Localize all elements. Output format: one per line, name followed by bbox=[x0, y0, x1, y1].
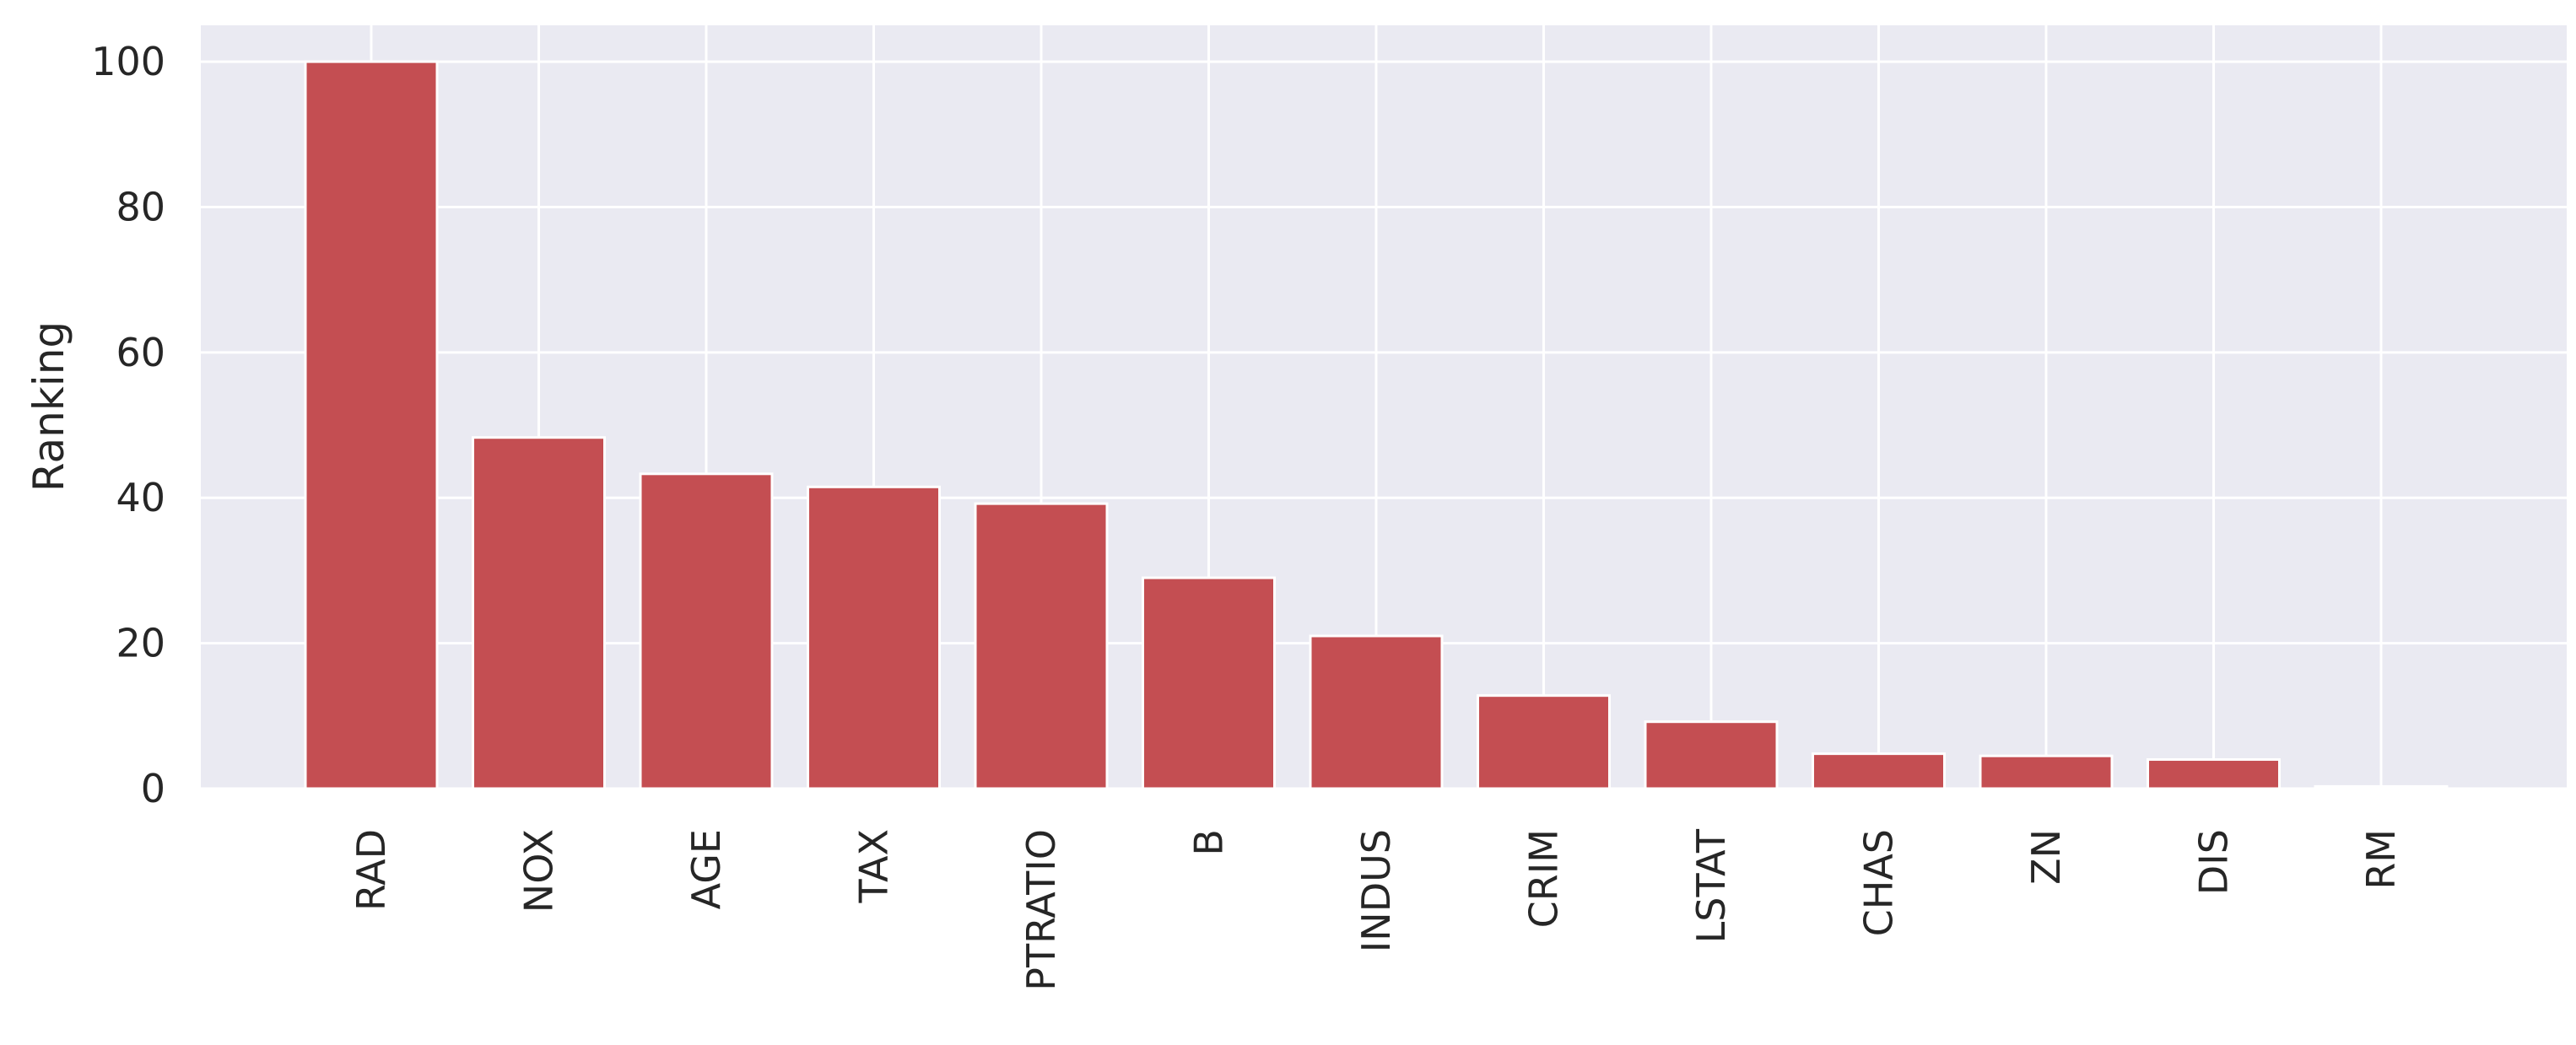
y-tick-label: 20 bbox=[116, 621, 165, 666]
bar-tax bbox=[807, 485, 941, 790]
bar-rm bbox=[2314, 784, 2449, 790]
y-axis-ticks: 0 20 40 60 80 100 bbox=[91, 39, 165, 811]
bar-rad bbox=[304, 60, 439, 790]
bar-dis bbox=[2147, 758, 2281, 790]
bar-nox bbox=[472, 436, 606, 790]
x-tick-label: AGE bbox=[683, 829, 729, 909]
x-tick-label: CHAS bbox=[1856, 829, 1902, 936]
x-axis-ticks: RAD NOX AGE TAX PTRATIO B INDUS CRIM LSTAT CHAS ZN… bbox=[348, 828, 2404, 991]
x-tick-label: RAD bbox=[348, 829, 394, 911]
bar-zn bbox=[1979, 754, 2114, 790]
x-tick-label: PTRATIO bbox=[1018, 829, 1064, 991]
bar-indus bbox=[1309, 634, 1444, 790]
y-axis-label: Ranking bbox=[24, 321, 73, 492]
x-tick-label: DIS bbox=[2191, 829, 2237, 895]
x-tick-label: TAX bbox=[851, 829, 897, 904]
x-tick-label: ZN bbox=[2023, 829, 2069, 885]
bars bbox=[304, 60, 2449, 790]
y-tick-label: 40 bbox=[116, 475, 165, 520]
x-tick-label: CRIM bbox=[1521, 829, 1567, 928]
x-tick-label: INDUS bbox=[1353, 829, 1399, 952]
y-tick-label: 0 bbox=[141, 766, 165, 811]
bar-ptratio bbox=[974, 502, 1109, 790]
bar-crim bbox=[1477, 694, 1611, 790]
y-tick-label: 80 bbox=[116, 184, 165, 229]
x-tick-label: NOX bbox=[516, 829, 562, 913]
bar-chas bbox=[1812, 752, 1946, 790]
bar-b bbox=[1142, 576, 1276, 790]
x-tick-label: RM bbox=[2358, 829, 2404, 890]
bar-age bbox=[639, 472, 774, 790]
y-tick-label: 100 bbox=[91, 39, 165, 84]
y-tick-label: 60 bbox=[116, 330, 165, 375]
bar-lstat bbox=[1644, 720, 1779, 790]
x-tick-label: LSTAT bbox=[1688, 828, 1734, 943]
x-tick-label: B bbox=[1186, 829, 1232, 856]
